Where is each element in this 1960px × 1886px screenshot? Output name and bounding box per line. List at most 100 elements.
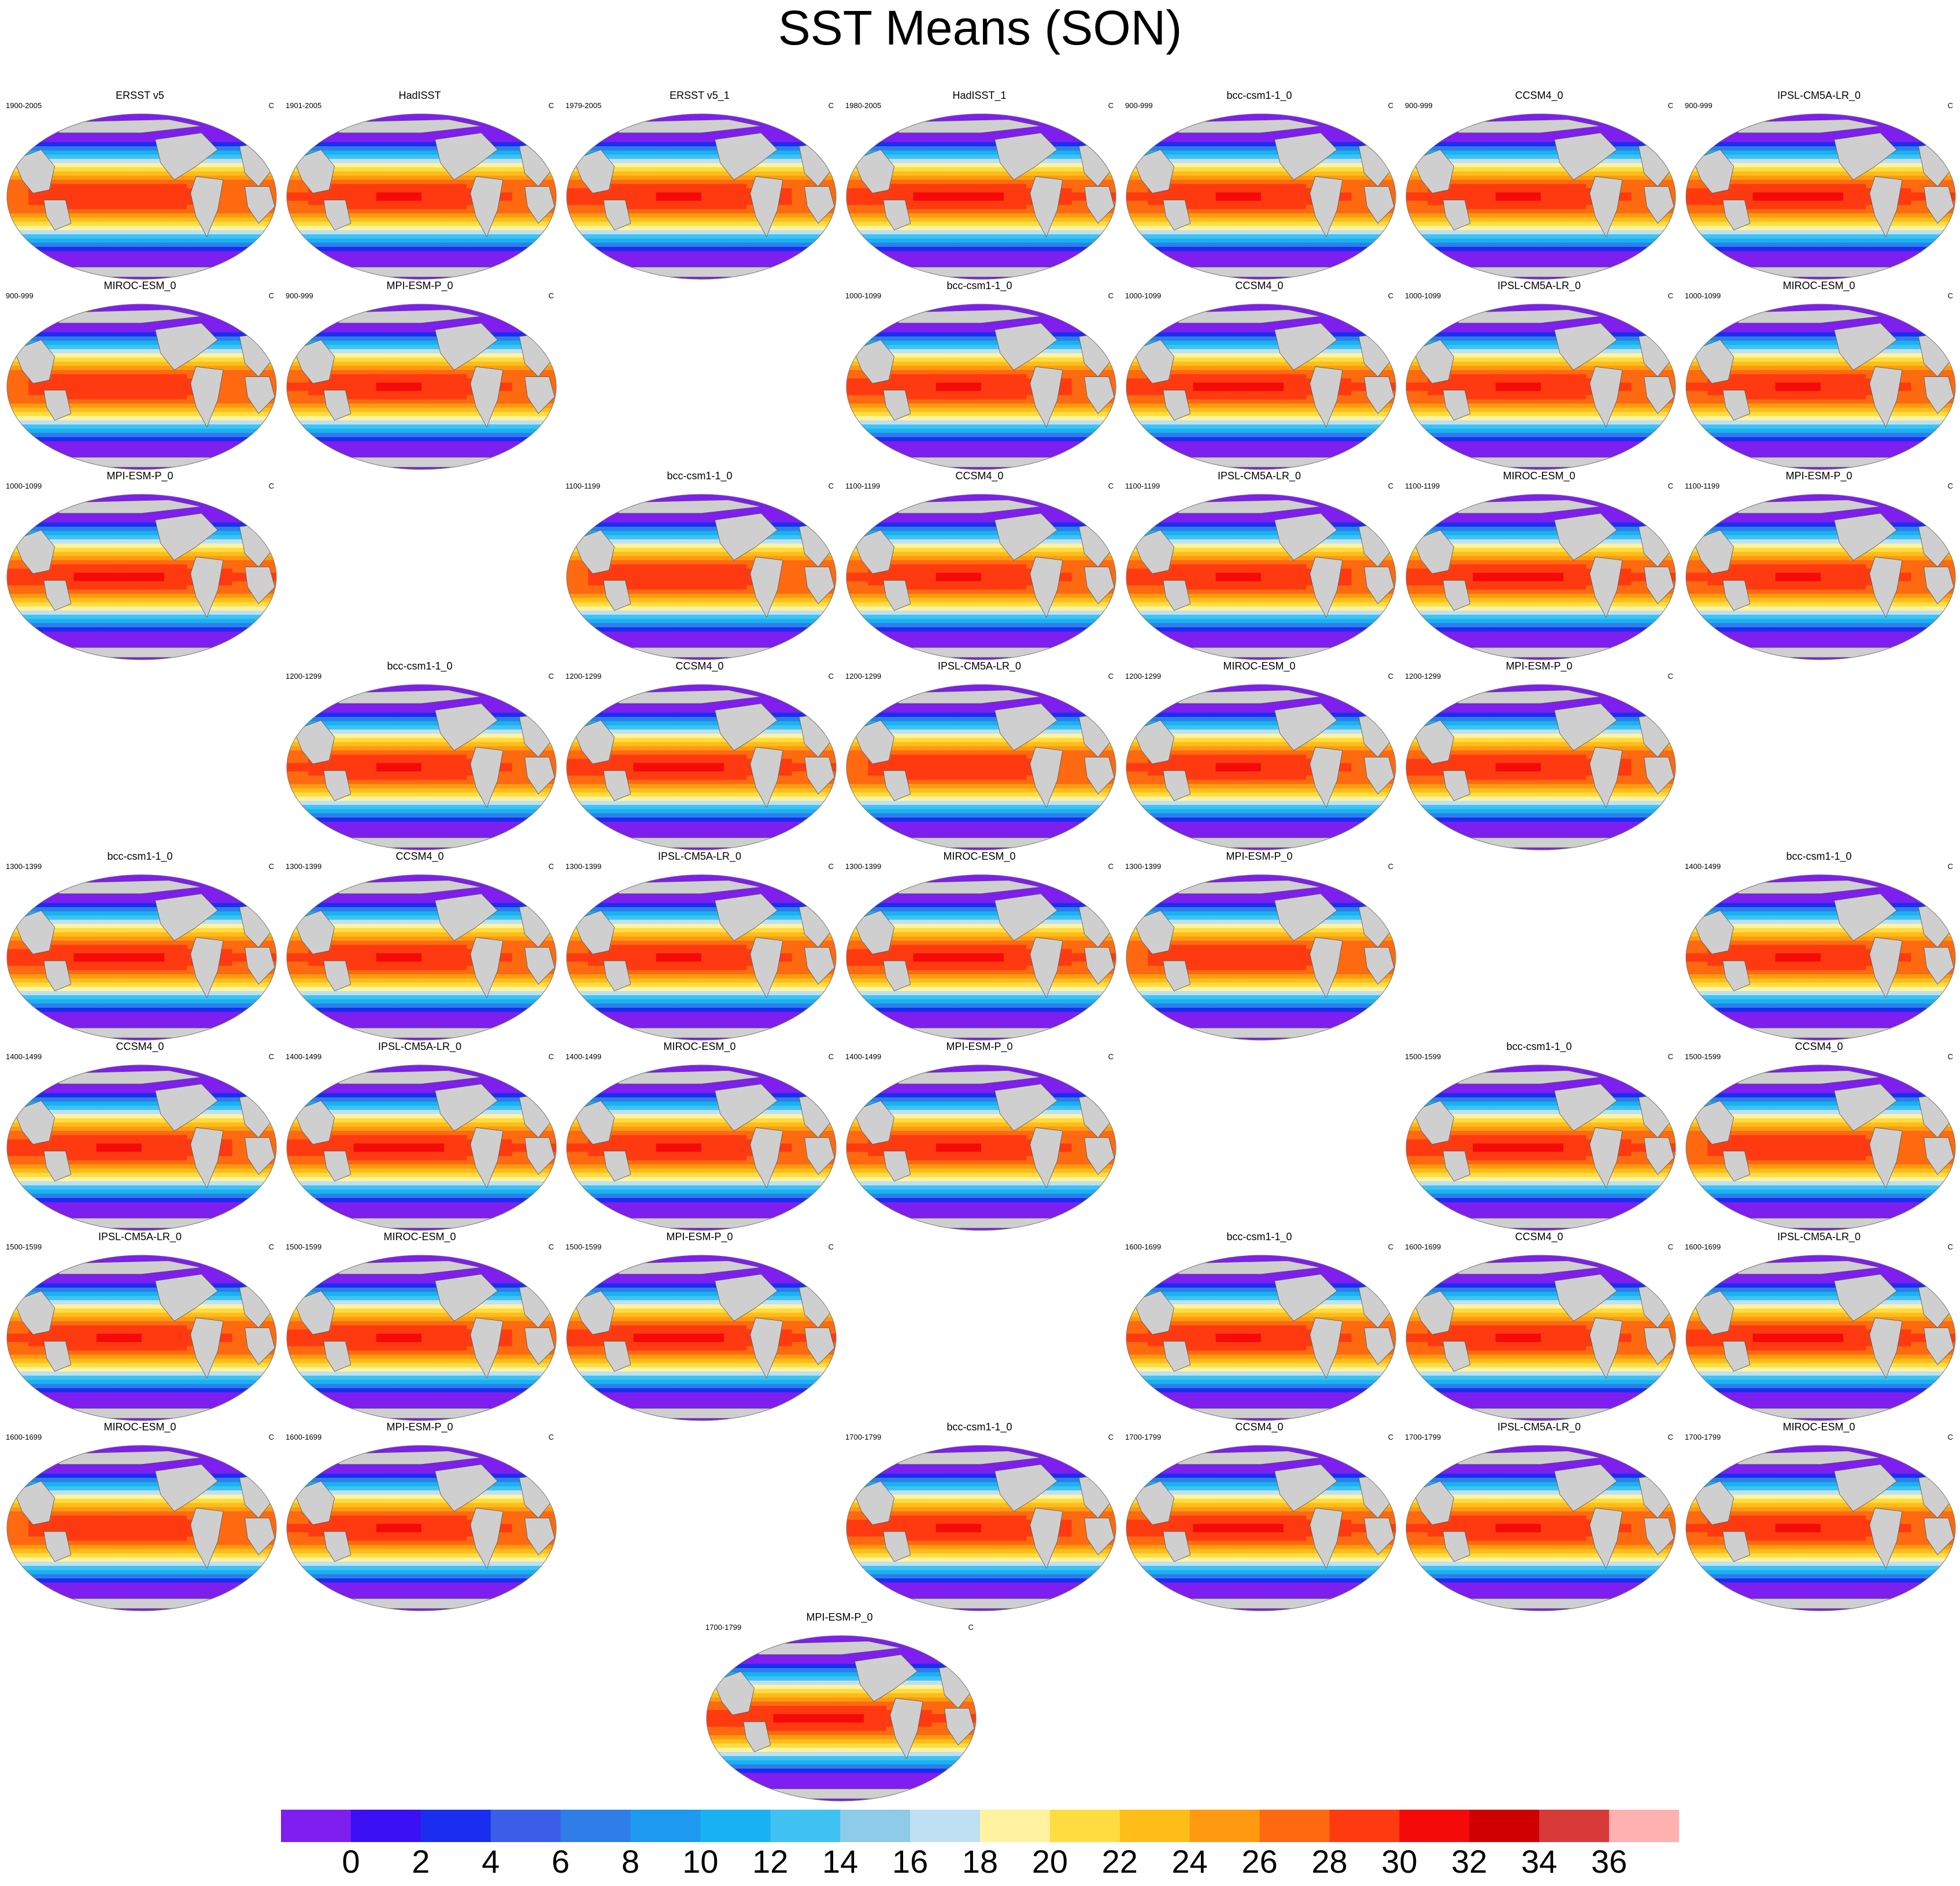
panel-units: C [1668,1242,1673,1252]
panel-period: 1600-1699 [1125,1242,1161,1252]
panel-title: bcc-csm1-1_0 [1119,1231,1399,1242]
map-panel: bcc-csm1-1_0 900-999 C [1119,90,1399,280]
sst-map [566,684,837,850]
panel-title: IPSL-CM5A-LR_0 [1399,1421,1679,1433]
panel-period: 900-999 [1685,101,1713,110]
panel-units: C [1388,1242,1393,1252]
colorbar-swatch [1329,1810,1400,1842]
panel-period: 1400-1499 [1685,862,1721,871]
panel-units: C [1668,1052,1673,1062]
panel-units: C [1948,482,1953,491]
panel-title: IPSL-CM5A-LR_0 [280,1041,560,1052]
panel-units: C [1388,291,1393,301]
sst-map [6,494,277,660]
map-panel: MPI-ESM-P_0 900-999 C [280,280,560,471]
sst-map [1406,1255,1676,1421]
sst-map [286,1255,557,1421]
colorbar-swatch [560,1810,631,1842]
sst-map [1406,304,1676,470]
sst-map [6,1445,277,1611]
panel-period: 1980-2005 [845,101,881,110]
panel-period: 1300-1399 [1125,862,1161,871]
panel-period: 1000-1099 [1125,291,1161,301]
colorbar-swatch [1119,1810,1190,1842]
panel-title: ERSST v5 [0,90,280,101]
map-panel: IPSL-CM5A-LR_0 1000-1099 C [1399,280,1679,471]
panel-title: CCSM4_0 [1399,1231,1679,1242]
sst-map [1685,113,1956,280]
panel-title: MPI-ESM-P_0 [560,1231,840,1242]
sst-map [6,113,277,280]
panel-title: MPI-ESM-P_0 [0,470,280,482]
panel-title: bcc-csm1-1_0 [560,470,840,482]
colorbar-swatch [980,1810,1051,1842]
panel-units: C [1108,101,1114,110]
map-panel: bcc-csm1-1_0 1200-1299 C [280,660,560,851]
map-panel: HadISST 1901-2005 C [280,90,560,280]
panel-title: MIROC-ESM_0 [0,1421,280,1433]
panel-period: 1979-2005 [565,101,601,110]
map-panel: CCSM4_0 1200-1299 C [560,660,840,851]
map-panel: MPI-ESM-P_0 1700-1799 C [700,1611,979,1802]
map-panel: CCSM4_0 1000-1099 C [1119,280,1399,471]
map-panel: bcc-csm1-1_0 1000-1099 C [840,280,1119,471]
sst-map [566,1255,837,1421]
map-panel: MPI-ESM-P_0 1100-1199 C [1679,470,1959,661]
colorbar-swatch [1609,1810,1679,1842]
panel-period: 1700-1799 [1125,1433,1161,1442]
panel-units: C [829,1242,834,1252]
panel-units: C [269,291,274,301]
panel-units: C [1108,862,1114,871]
panel-period: 1300-1399 [286,862,321,871]
panel-units: C [1668,291,1673,301]
map-panel: MPI-ESM-P_0 1500-1599 C [560,1231,840,1422]
sst-map [566,494,837,660]
colorbar-swatch [1539,1810,1610,1842]
sst-map [1406,684,1676,850]
colorbar-swatch [281,1810,352,1842]
map-panel: MPI-ESM-P_0 1400-1499 C [840,1041,1119,1232]
panel-period: 1100-1199 [1125,482,1160,491]
panel-period: 1300-1399 [845,862,881,871]
colorbar-swatch [420,1810,491,1842]
panel-period: 1600-1699 [286,1433,321,1442]
map-panel: bcc-csm1-1_0 1600-1699 C [1119,1231,1399,1422]
colorbar-swatch [1259,1810,1330,1842]
panel-period: 1500-1599 [6,1242,42,1252]
panel-units: C [829,101,834,110]
sst-map [1685,1255,1956,1421]
panel-period: 1300-1399 [6,862,42,871]
panel-units: C [1668,672,1673,681]
panel-title: MPI-ESM-P_0 [700,1611,979,1623]
panel-period: 1600-1699 [1405,1242,1441,1252]
map-panel: MPI-ESM-P_0 1200-1299 C [1399,660,1679,851]
panel-title: bcc-csm1-1_0 [1119,90,1399,101]
sst-map [286,684,557,850]
panel-period: 1600-1699 [1685,1242,1721,1252]
panel-period: 1100-1199 [565,482,600,491]
panel-units: C [1668,101,1673,110]
panel-units: C [269,1242,274,1252]
sst-map [846,874,1116,1041]
panel-units: C [1388,862,1393,871]
colorbar-swatch [630,1810,701,1842]
map-panel: IPSL-CM5A-LR_0 1500-1599 C [0,1231,280,1422]
panel-units: C [269,862,274,871]
panel-units: C [1948,1433,1953,1442]
map-panel: ERSST v5 1900-2005 C [0,90,280,280]
sst-map [566,1064,837,1231]
sst-map [6,1255,277,1421]
map-panel: MIROC-ESM_0 900-999 C [0,280,280,471]
map-panel: CCSM4_0 1700-1799 C [1119,1421,1399,1612]
map-panel: IPSL-CM5A-LR_0 1700-1799 C [1399,1421,1679,1612]
sst-map [566,113,837,280]
panel-units: C [269,482,274,491]
map-panel: MIROC-ESM_0 1200-1299 C [1119,660,1399,851]
panel-title: MPI-ESM-P_0 [1679,470,1959,482]
panel-title: CCSM4_0 [1679,1041,1959,1052]
colorbar-swatch [1189,1810,1260,1842]
sst-map [1685,494,1956,660]
panel-title: MIROC-ESM_0 [840,850,1119,862]
panel-period: 1900-2005 [6,101,42,110]
panel-period: 1400-1499 [565,1052,601,1062]
